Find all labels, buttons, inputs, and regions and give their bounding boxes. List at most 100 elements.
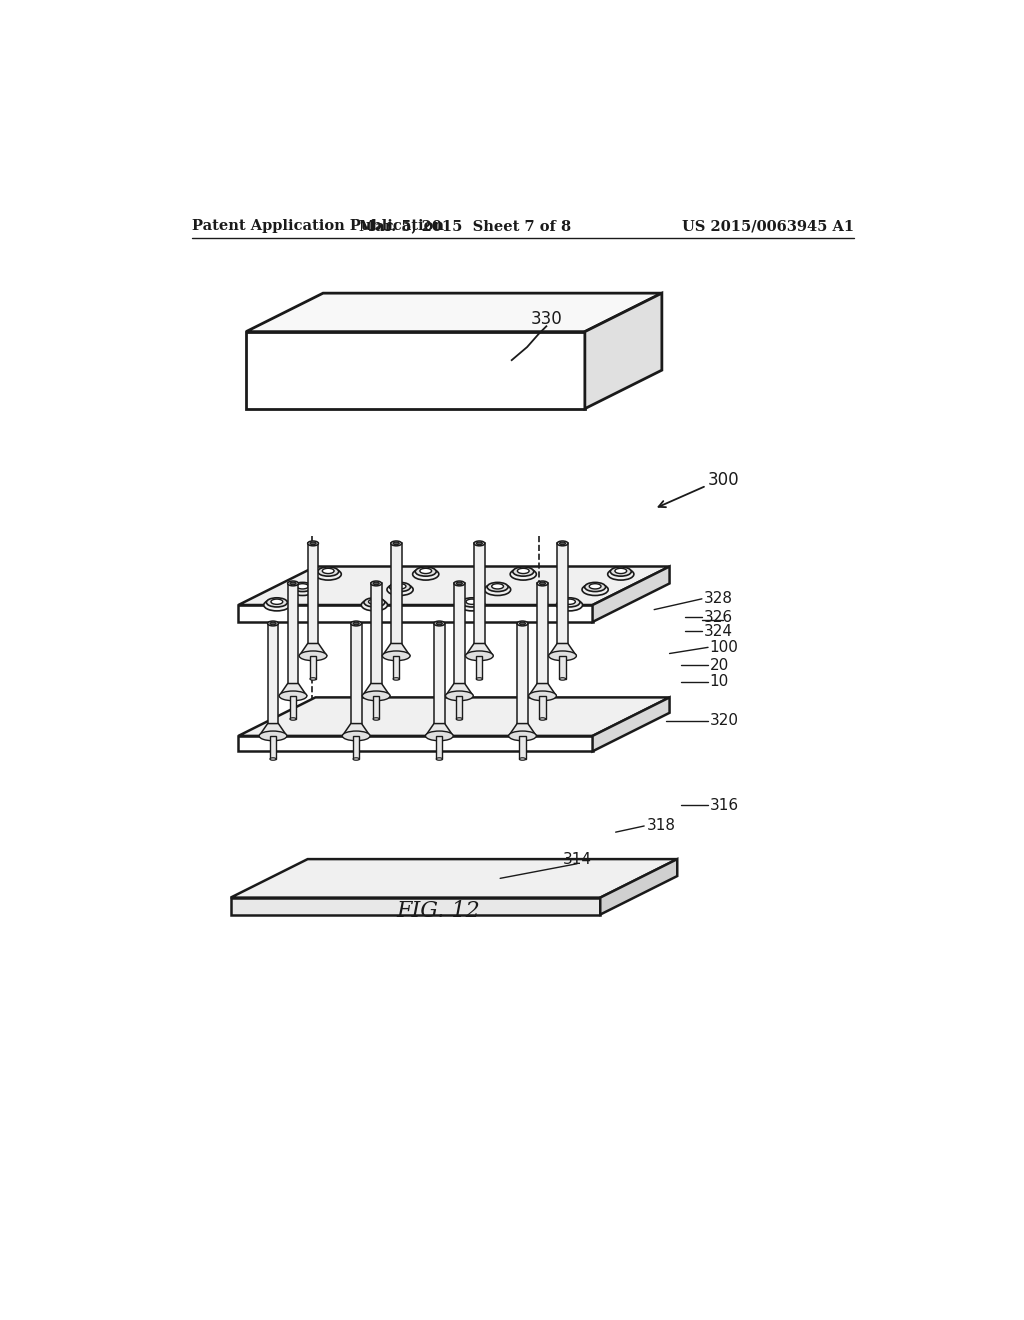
Text: Patent Application Publication: Patent Application Publication bbox=[193, 219, 444, 234]
Polygon shape bbox=[519, 737, 525, 759]
Polygon shape bbox=[290, 696, 296, 719]
Ellipse shape bbox=[266, 598, 288, 607]
Polygon shape bbox=[593, 697, 670, 751]
Ellipse shape bbox=[445, 690, 473, 701]
Ellipse shape bbox=[290, 718, 296, 721]
Text: 326: 326 bbox=[705, 610, 733, 624]
Ellipse shape bbox=[361, 599, 387, 611]
Ellipse shape bbox=[353, 758, 359, 760]
Polygon shape bbox=[288, 583, 298, 684]
Polygon shape bbox=[239, 605, 593, 622]
Text: US 2015/0063945 A1: US 2015/0063945 A1 bbox=[682, 219, 854, 234]
Polygon shape bbox=[239, 697, 670, 737]
Ellipse shape bbox=[589, 583, 601, 589]
Polygon shape bbox=[280, 684, 307, 696]
Ellipse shape bbox=[476, 677, 482, 680]
Text: FIG. 12: FIG. 12 bbox=[396, 900, 480, 923]
Ellipse shape bbox=[517, 569, 529, 574]
Ellipse shape bbox=[454, 581, 465, 586]
Ellipse shape bbox=[559, 543, 565, 545]
Ellipse shape bbox=[436, 758, 442, 760]
Polygon shape bbox=[342, 723, 370, 737]
Ellipse shape bbox=[517, 620, 528, 626]
Polygon shape bbox=[517, 623, 528, 723]
Polygon shape bbox=[540, 696, 546, 719]
Ellipse shape bbox=[307, 541, 318, 546]
Polygon shape bbox=[353, 737, 359, 759]
Ellipse shape bbox=[559, 677, 565, 680]
Polygon shape bbox=[246, 293, 662, 331]
Ellipse shape bbox=[540, 582, 546, 585]
Ellipse shape bbox=[299, 651, 327, 661]
Polygon shape bbox=[549, 644, 577, 656]
Ellipse shape bbox=[373, 718, 379, 721]
Ellipse shape bbox=[394, 583, 406, 589]
Polygon shape bbox=[425, 723, 454, 737]
Polygon shape bbox=[454, 583, 465, 684]
Ellipse shape bbox=[610, 568, 631, 576]
Ellipse shape bbox=[290, 582, 296, 585]
Ellipse shape bbox=[487, 582, 508, 591]
Ellipse shape bbox=[519, 622, 525, 624]
Ellipse shape bbox=[323, 569, 334, 574]
Ellipse shape bbox=[310, 543, 316, 545]
Polygon shape bbox=[559, 656, 565, 678]
Ellipse shape bbox=[270, 758, 276, 760]
Ellipse shape bbox=[393, 677, 399, 680]
Ellipse shape bbox=[315, 569, 341, 579]
Polygon shape bbox=[434, 623, 444, 723]
Ellipse shape bbox=[538, 581, 548, 586]
Polygon shape bbox=[230, 859, 677, 898]
Text: 328: 328 bbox=[705, 591, 733, 606]
Ellipse shape bbox=[413, 569, 439, 579]
Ellipse shape bbox=[459, 599, 485, 611]
Polygon shape bbox=[528, 684, 556, 696]
Ellipse shape bbox=[387, 583, 413, 595]
Ellipse shape bbox=[466, 599, 478, 605]
Polygon shape bbox=[239, 566, 670, 605]
Ellipse shape bbox=[292, 582, 313, 591]
Ellipse shape bbox=[288, 581, 298, 586]
Ellipse shape bbox=[271, 599, 283, 605]
Ellipse shape bbox=[270, 622, 276, 624]
Ellipse shape bbox=[364, 598, 385, 607]
Text: 316: 316 bbox=[710, 797, 738, 813]
Ellipse shape bbox=[556, 599, 583, 611]
Ellipse shape bbox=[607, 569, 634, 579]
Text: 318: 318 bbox=[646, 818, 676, 833]
Ellipse shape bbox=[614, 569, 627, 574]
Ellipse shape bbox=[362, 690, 390, 701]
Ellipse shape bbox=[559, 598, 580, 607]
Ellipse shape bbox=[389, 582, 411, 591]
Polygon shape bbox=[457, 696, 463, 719]
Ellipse shape bbox=[540, 718, 546, 721]
Ellipse shape bbox=[582, 583, 608, 595]
Ellipse shape bbox=[557, 541, 568, 546]
Ellipse shape bbox=[457, 718, 463, 721]
Ellipse shape bbox=[484, 583, 511, 595]
Text: 314: 314 bbox=[562, 851, 592, 867]
Polygon shape bbox=[466, 644, 494, 656]
Ellipse shape bbox=[416, 568, 436, 576]
Text: 300: 300 bbox=[708, 471, 739, 490]
Ellipse shape bbox=[371, 581, 382, 586]
Ellipse shape bbox=[369, 599, 380, 605]
Ellipse shape bbox=[528, 690, 556, 701]
Ellipse shape bbox=[264, 599, 290, 611]
Polygon shape bbox=[509, 723, 537, 737]
Polygon shape bbox=[299, 644, 327, 656]
Polygon shape bbox=[230, 898, 600, 915]
Polygon shape bbox=[362, 684, 390, 696]
Ellipse shape bbox=[267, 620, 279, 626]
Polygon shape bbox=[270, 737, 276, 759]
Ellipse shape bbox=[280, 690, 307, 701]
Ellipse shape bbox=[342, 731, 370, 741]
Polygon shape bbox=[538, 583, 548, 684]
Polygon shape bbox=[371, 583, 382, 684]
Ellipse shape bbox=[353, 622, 359, 624]
Text: 324: 324 bbox=[705, 623, 733, 639]
Polygon shape bbox=[476, 656, 482, 678]
Text: 330: 330 bbox=[530, 310, 562, 327]
Ellipse shape bbox=[259, 731, 287, 741]
Ellipse shape bbox=[425, 731, 454, 741]
